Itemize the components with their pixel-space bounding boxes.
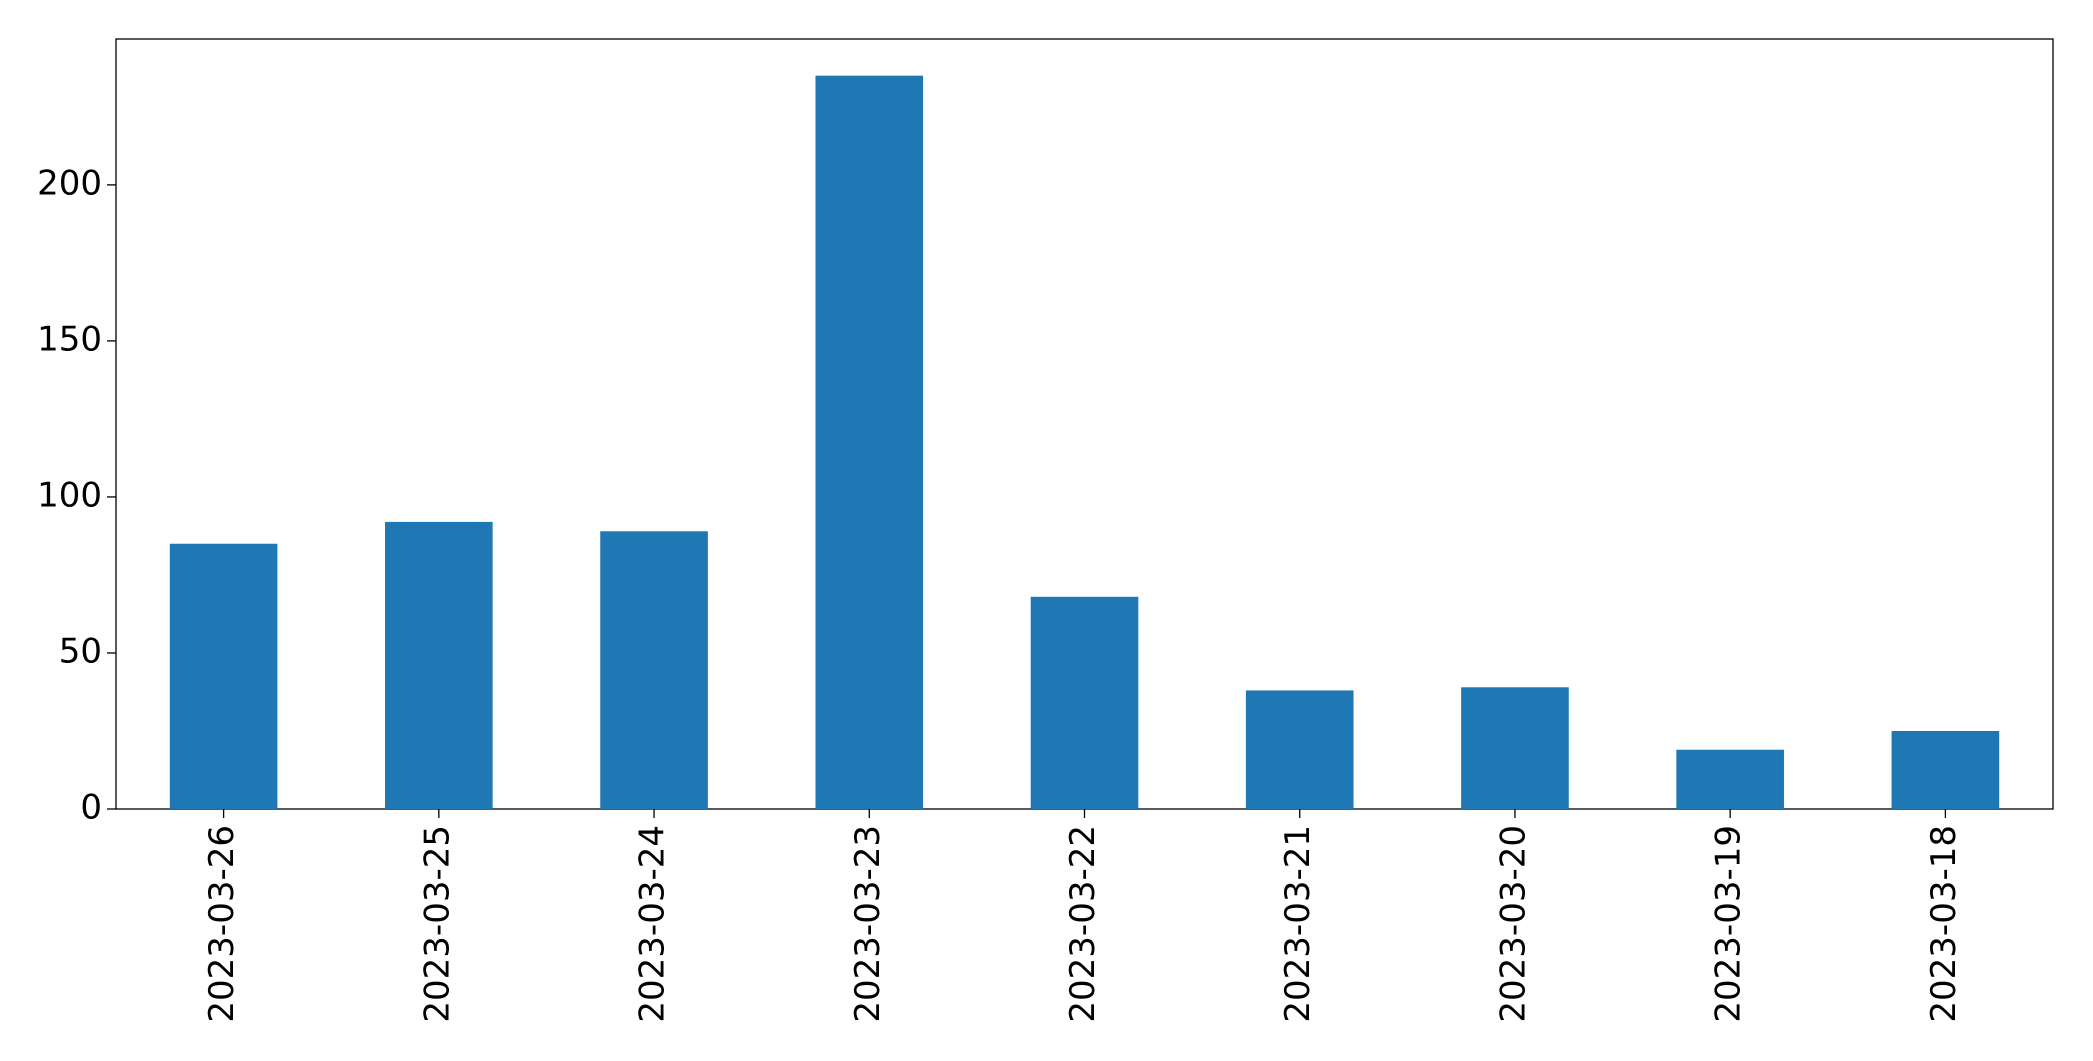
bar bbox=[1461, 687, 1569, 809]
x-tick-label: 2023-03-26 bbox=[202, 825, 242, 1023]
y-tick-label: 50 bbox=[59, 631, 102, 671]
y-tick-label: 0 bbox=[80, 788, 102, 828]
y-tick-label: 200 bbox=[37, 163, 102, 203]
x-tick-label: 2023-03-22 bbox=[1063, 825, 1103, 1023]
x-tick-label: 2023-03-19 bbox=[1709, 825, 1749, 1023]
bar bbox=[169, 543, 278, 809]
x-tick-label: 2023-03-23 bbox=[848, 825, 888, 1023]
bar bbox=[600, 531, 708, 809]
bar bbox=[1030, 596, 1139, 809]
x-tick-label: 2023-03-21 bbox=[1278, 825, 1318, 1023]
x-tick-label: 2023-03-24 bbox=[633, 825, 673, 1023]
bar bbox=[1676, 749, 1784, 809]
bar bbox=[1245, 690, 1354, 809]
bar bbox=[815, 75, 924, 809]
x-tick-label: 2023-03-20 bbox=[1493, 825, 1533, 1023]
x-tick-label: 2023-03-18 bbox=[1924, 825, 1964, 1023]
bar bbox=[385, 521, 493, 809]
bar bbox=[1891, 730, 2000, 809]
y-tick-label: 150 bbox=[37, 319, 102, 359]
y-tick-label: 100 bbox=[37, 475, 102, 515]
x-tick-label: 2023-03-25 bbox=[417, 825, 457, 1023]
